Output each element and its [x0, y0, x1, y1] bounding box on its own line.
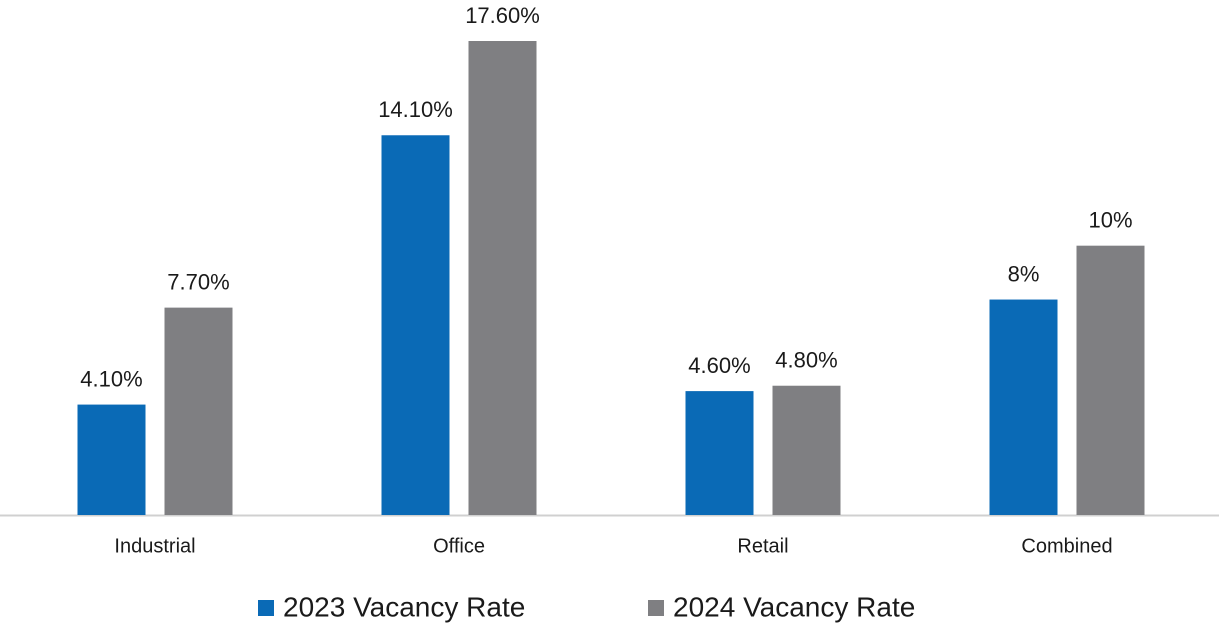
bar: [685, 391, 754, 515]
x-tick-label: Retail: [737, 535, 788, 557]
x-tick-label: Industrial: [114, 535, 195, 557]
data-label: 10%: [1088, 207, 1132, 232]
bar: [77, 404, 146, 515]
data-label: 8%: [1008, 261, 1040, 286]
x-tick-label: Office: [433, 535, 485, 557]
bar: [381, 135, 450, 516]
bar: [989, 299, 1058, 515]
data-label: 4.80%: [775, 348, 837, 373]
legend-swatch: [648, 600, 664, 616]
legend-swatch: [258, 600, 274, 616]
data-label: 17.60%: [465, 3, 540, 28]
data-label: 7.70%: [167, 269, 229, 294]
data-label: 4.10%: [80, 366, 142, 391]
x-tick-label: Combined: [1021, 535, 1112, 557]
bar: [468, 41, 537, 515]
data-label: 4.60%: [688, 353, 750, 378]
bar: [164, 307, 233, 515]
bar: [1076, 245, 1145, 515]
bar: [772, 385, 841, 515]
data-label: 14.10%: [378, 97, 453, 122]
legend-label: 2024 Vacancy Rate: [673, 591, 915, 622]
legend-label: 2023 Vacancy Rate: [283, 591, 525, 622]
